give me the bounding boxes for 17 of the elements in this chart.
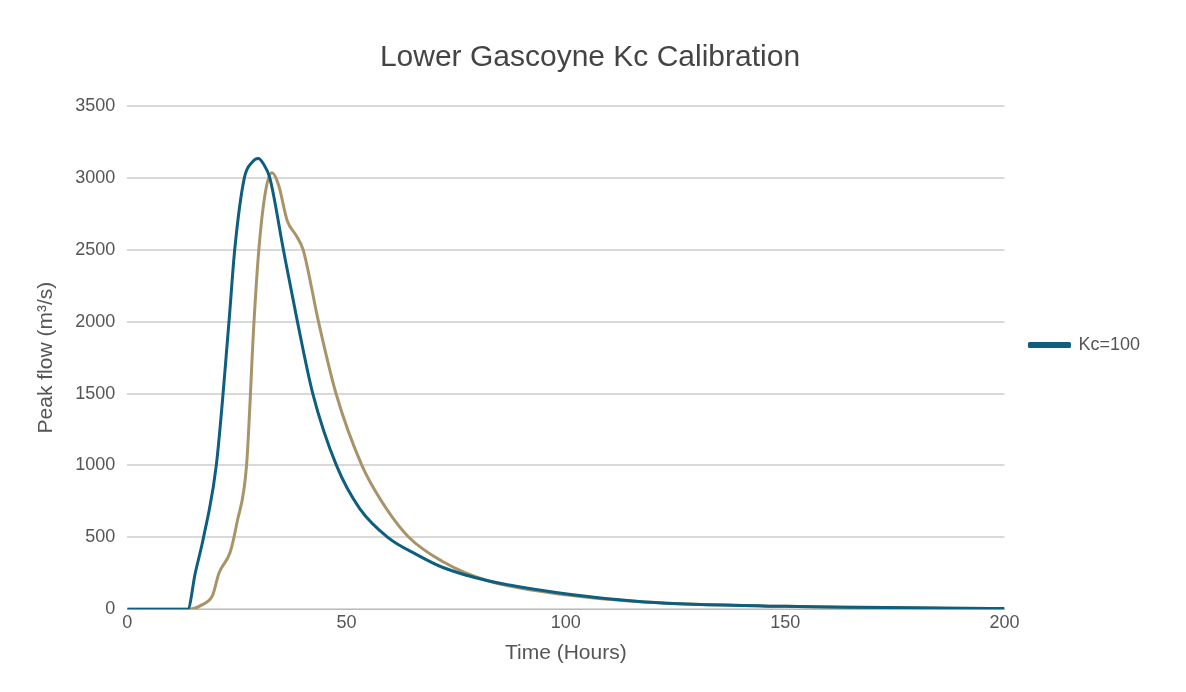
y-tick-label: 1500 (75, 382, 116, 403)
y-tick-label: 3000 (75, 166, 116, 187)
y-tick-label: 3500 (75, 94, 116, 115)
y-tick-label: 500 (85, 526, 116, 547)
x-tick-label: 150 (770, 611, 801, 632)
x-axis-title: Time (Hours) (504, 640, 627, 664)
x-tick-label: 200 (989, 611, 1020, 632)
y-tick-label: 2500 (75, 238, 116, 259)
y-axis-title: Peak flow (m³/s) (33, 281, 57, 434)
legend-label: Kc=100 (1078, 333, 1141, 354)
y-tick-label: 2000 (75, 310, 116, 331)
chart-title: Lower Gascoyne Kc Calibration (379, 39, 801, 73)
y-tick-label: 0 (105, 598, 116, 619)
x-tick-label: 100 (550, 611, 581, 632)
x-tick-label: 0 (122, 611, 133, 632)
x-tick-label: 50 (336, 611, 357, 632)
y-tick-label: 1000 (75, 454, 116, 475)
